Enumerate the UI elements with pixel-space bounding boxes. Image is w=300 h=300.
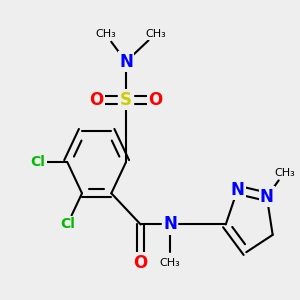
Text: N: N: [230, 181, 244, 199]
Text: CH₃: CH₃: [274, 167, 295, 178]
Text: N: N: [119, 53, 133, 71]
Text: O: O: [89, 91, 104, 109]
Text: O: O: [148, 91, 163, 109]
Text: CH₃: CH₃: [95, 29, 116, 39]
Text: CH₃: CH₃: [145, 29, 166, 39]
Text: Cl: Cl: [60, 218, 75, 232]
Text: O: O: [134, 254, 148, 272]
Text: Cl: Cl: [31, 155, 45, 169]
Text: S: S: [120, 91, 132, 109]
Text: N: N: [260, 188, 274, 206]
Text: CH₃: CH₃: [160, 258, 180, 268]
Text: N: N: [163, 215, 177, 233]
